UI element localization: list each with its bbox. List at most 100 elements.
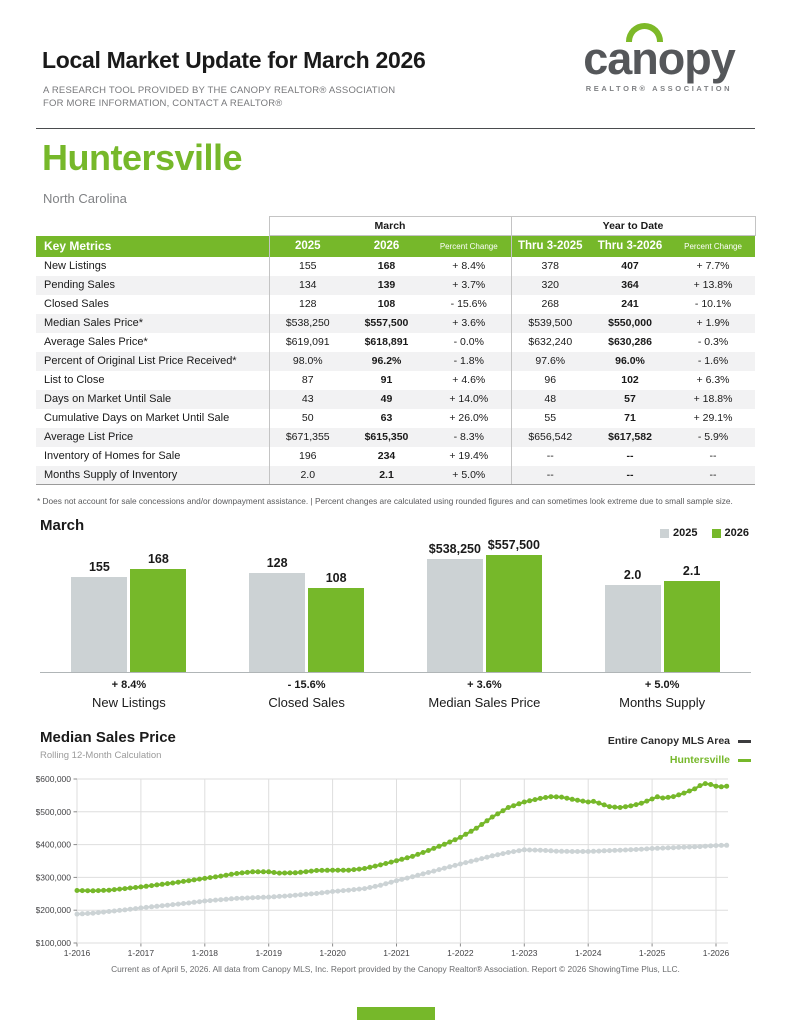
- metric-value: --: [671, 465, 756, 485]
- table-row: Closed Sales 128 108 - 15.6% 268 241 - 10.1%: [36, 294, 755, 314]
- line-chart-subtitle: Rolling 12-Month Calculation: [40, 750, 162, 761]
- bar-groups: 155 168 128 108 $538,250 $557,500 2.0 2.1: [40, 538, 751, 672]
- metric-value: + 14.0%: [427, 389, 512, 409]
- subtitle-line-1: A RESEARCH TOOL PROVIDED BY THE CANOPY R…: [43, 85, 396, 96]
- bar-value-label: 2.1: [682, 564, 701, 578]
- metric-label: New Listings: [44, 260, 107, 272]
- y-axis-tick-label: $400,000: [36, 840, 71, 850]
- metric-value: 55: [510, 408, 590, 428]
- metric-value: 57: [589, 389, 672, 409]
- table-header-row: Key Metrics 2025 2026 Percent Change Thr…: [36, 235, 756, 257]
- metric-value: 87: [268, 370, 346, 390]
- metric-label: Months Supply of Inventory: [36, 465, 269, 485]
- group-header-ytd: Year to Date: [510, 216, 756, 236]
- bar-labels: + 8.4% New Listings - 15.6% Closed Sales + 3…: [40, 679, 751, 710]
- bar-group-caption: + 8.4% New Listings: [40, 679, 218, 710]
- bar-group: 128 108: [218, 556, 396, 672]
- bar-2025: [249, 573, 306, 672]
- legend-label-2026: 2026: [724, 527, 749, 539]
- metric-value: - 8.3%: [427, 427, 512, 447]
- table-row: Pending Sales 134 139 + 3.7% 320 364 + 13.8%: [36, 275, 756, 295]
- bar-chart-baseline: [40, 672, 751, 673]
- key-metrics-header: Key Metrics: [36, 235, 269, 257]
- key-metrics-table: March Year to Date Key Metrics 2025 2026…: [36, 216, 756, 485]
- bar-pct-change: + 5.0%: [644, 679, 680, 691]
- legend-swatch-2026: [711, 528, 721, 538]
- bar-group-caption: - 15.6% Closed Sales: [218, 679, 396, 710]
- metric-value: 234: [377, 450, 396, 462]
- x-axis-tick-label: 1-2019: [255, 948, 282, 958]
- metric-value: + 26.0%: [449, 412, 489, 424]
- y-axis-tick-label: $100,000: [36, 938, 71, 948]
- line-chart-svg: $600,000 $500,000 $400,000 $300,000 $200,000…: [36, 774, 730, 958]
- bar-2026: [663, 581, 720, 672]
- metric-value: 155: [268, 256, 346, 276]
- bar-group-caption: + 5.0% Months Supply: [573, 679, 751, 710]
- table-row: Days on Market Until Sale 43 49 + 14.0% 48 57…: [36, 389, 756, 409]
- metric-value: + 3.6%: [427, 313, 512, 333]
- col-header-thru-2025: Thru 3-2025: [510, 235, 590, 257]
- metric-value: $557,500: [346, 313, 427, 333]
- metric-value: --: [510, 446, 590, 466]
- metric-label: Percent of Original List Price Received*: [36, 351, 269, 371]
- metric-value: 364: [589, 275, 672, 295]
- bar-value-label: $557,500: [487, 538, 540, 552]
- metric-value: $656,542: [510, 427, 590, 447]
- metric-value: 43: [268, 389, 346, 409]
- metric-value: + 29.1%: [693, 412, 733, 424]
- metric-value: - 0.0%: [453, 336, 484, 348]
- legend-label-2025: 2025: [673, 527, 698, 539]
- metric-value: $618,891: [364, 336, 409, 348]
- metric-value: --: [626, 450, 634, 462]
- bar-column: 168: [130, 552, 187, 672]
- bar-2026: [308, 588, 365, 672]
- metric-value: 2.0: [268, 465, 346, 485]
- bar-pct-change: + 3.6%: [467, 679, 502, 691]
- y-axis-tick-label: $200,000: [36, 905, 71, 915]
- metric-value: 98.0%: [268, 351, 346, 371]
- metric-value: - 1.6%: [671, 351, 756, 371]
- metric-value: $632,240: [510, 332, 590, 352]
- metric-value: --: [589, 465, 672, 485]
- metric-value: 134: [268, 275, 346, 295]
- bar-category-label: Median Sales Price: [428, 695, 541, 710]
- bar-value-label: $538,250: [428, 542, 481, 556]
- metric-value: + 7.7%: [696, 260, 730, 272]
- metric-value: + 6.3%: [696, 374, 730, 386]
- bar-column: 2.1: [663, 564, 720, 672]
- col-header-pct-change-march: Percent Change: [427, 235, 512, 257]
- metric-value: 96.2%: [346, 351, 427, 371]
- bar-value-label: 108: [325, 571, 347, 585]
- metric-value: 48: [510, 389, 590, 409]
- metric-value: 320: [510, 275, 590, 295]
- bar-category-label: Months Supply: [619, 695, 706, 710]
- legend-item-2025: 2025: [660, 527, 698, 539]
- bar-group-caption: + 3.6% Median Sales Price: [396, 679, 574, 710]
- table-footnote: * Does not account for sale concessions …: [37, 496, 733, 506]
- legend-item-huntersville: Huntersville: [608, 754, 751, 766]
- bar-2025: [426, 559, 483, 672]
- x-axis-tick-label: 1-2024: [575, 948, 602, 958]
- bar-value-label: 2.0: [623, 568, 642, 582]
- bar-column: 108: [308, 571, 365, 672]
- metric-label: Closed Sales: [44, 298, 109, 310]
- subtitle-line-2: FOR MORE INFORMATION, CONTACT A REALTOR®: [43, 98, 283, 109]
- bar-column: $538,250: [426, 542, 483, 672]
- legend-label-canopy-mls: Entire Canopy MLS Area: [607, 735, 730, 747]
- metric-value: + 8.4%: [452, 260, 486, 272]
- metric-value: --: [510, 465, 590, 485]
- col-header-2025: 2025: [268, 235, 346, 257]
- table-row: Average Sales Price* $619,091 $618,891 - 0.…: [36, 332, 755, 352]
- line-chart-title: Median Sales Price: [40, 729, 176, 746]
- bar-chart-title: March: [40, 517, 85, 534]
- metric-value: 97.6%: [510, 351, 590, 371]
- col-header-pct-change-ytd: Percent Change: [671, 235, 756, 257]
- metric-value: 241: [621, 298, 639, 310]
- location-state: North Carolina: [43, 191, 127, 206]
- metric-value: $619,091: [268, 332, 346, 352]
- canopy-logo-wordmark: ca nopy: [583, 23, 736, 81]
- bar-column: 128: [249, 556, 306, 672]
- metric-value: --: [709, 450, 717, 462]
- y-axis-tick-label: $600,000: [36, 774, 71, 784]
- table-group-header-row: March Year to Date: [36, 216, 756, 236]
